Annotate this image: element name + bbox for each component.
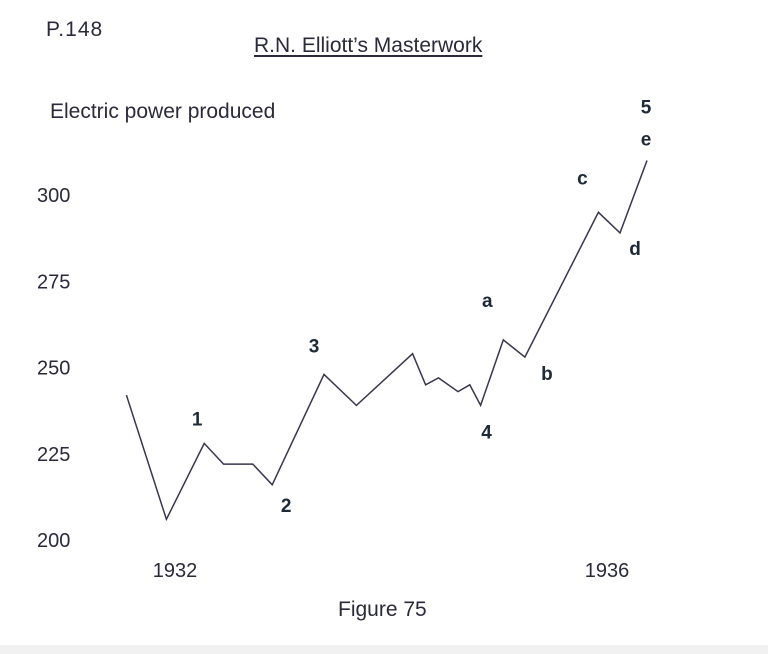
x-axis-ticks: 1932 1936	[153, 560, 630, 582]
bottom-strip	[0, 645, 768, 654]
x-tick-label: 1936	[585, 560, 630, 582]
wave-label-5: 5	[641, 98, 652, 119]
wave-label-2: 2	[281, 496, 292, 517]
y-tick-label: 225	[37, 444, 70, 466]
wave-label-1: 1	[192, 409, 203, 430]
wave-label-d: d	[629, 239, 641, 260]
y-tick-label: 250	[37, 358, 70, 380]
wave-label-a: a	[482, 291, 493, 312]
wave-label-c: c	[577, 168, 588, 189]
y-axis-label: Electric power produced	[50, 100, 276, 123]
wave-label-3: 3	[309, 336, 320, 357]
x-tick-label: 1932	[153, 560, 198, 582]
y-axis-ticks: 200 225 250 275 300	[37, 185, 70, 552]
page-number: P.148	[46, 18, 104, 41]
wave-label-e: e	[641, 130, 652, 151]
series-line	[125, 160, 648, 522]
wave-labels: 1 2 3 4 a b c d e 5	[192, 98, 652, 517]
figure-caption: Figure 75	[338, 598, 427, 621]
page-title: R.N. Elliott’s Masterwork	[254, 34, 483, 57]
y-tick-label: 275	[37, 271, 70, 293]
y-tick-label: 200	[37, 530, 70, 552]
wave-label-4: 4	[481, 422, 492, 443]
wave-label-b: b	[541, 364, 553, 385]
y-tick-label: 300	[37, 185, 70, 207]
